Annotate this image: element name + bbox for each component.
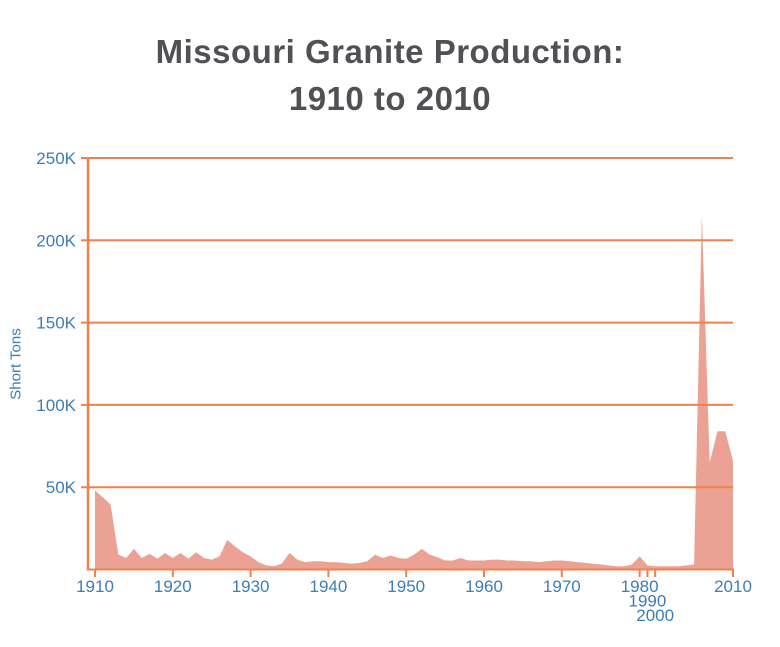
chart-title-line1: Missouri Granite Production: — [155, 33, 625, 70]
chart-title: Missouri Granite Production: 1910 to 201… — [0, 28, 780, 122]
production-area-series — [95, 213, 733, 570]
x-tick-label-1990: 1990 — [629, 592, 667, 611]
x-tick-label-1980: 1980 — [621, 577, 659, 596]
chart-title-line2: 1910 to 2010 — [288, 80, 492, 117]
x-tick-label-2010: 2010 — [714, 577, 752, 596]
x-tick-label-1910: 1910 — [76, 577, 114, 596]
y-tick-label-150k: 150K — [36, 314, 76, 333]
y-tick-label-50k: 50K — [46, 478, 77, 497]
y-tick-label-100k: 100K — [36, 396, 76, 415]
x-tick-label-1970: 1970 — [543, 577, 581, 596]
x-tick-label-1920: 1920 — [154, 577, 192, 596]
y-tick-label-250k: 250K — [36, 149, 76, 168]
x-tick-label-1960: 1960 — [465, 577, 503, 596]
x-tick-label-1930: 1930 — [232, 577, 270, 596]
x-tick-label-1950: 1950 — [387, 577, 425, 596]
y-tick-label-200k: 200K — [36, 231, 76, 250]
x-tick-label-1940: 1940 — [310, 577, 348, 596]
x-tick-label-2000: 2000 — [636, 606, 674, 625]
